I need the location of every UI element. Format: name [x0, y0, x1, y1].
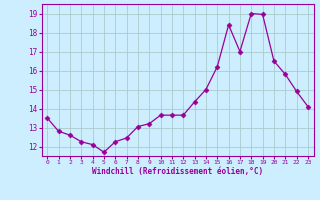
X-axis label: Windchill (Refroidissement éolien,°C): Windchill (Refroidissement éolien,°C) — [92, 167, 263, 176]
